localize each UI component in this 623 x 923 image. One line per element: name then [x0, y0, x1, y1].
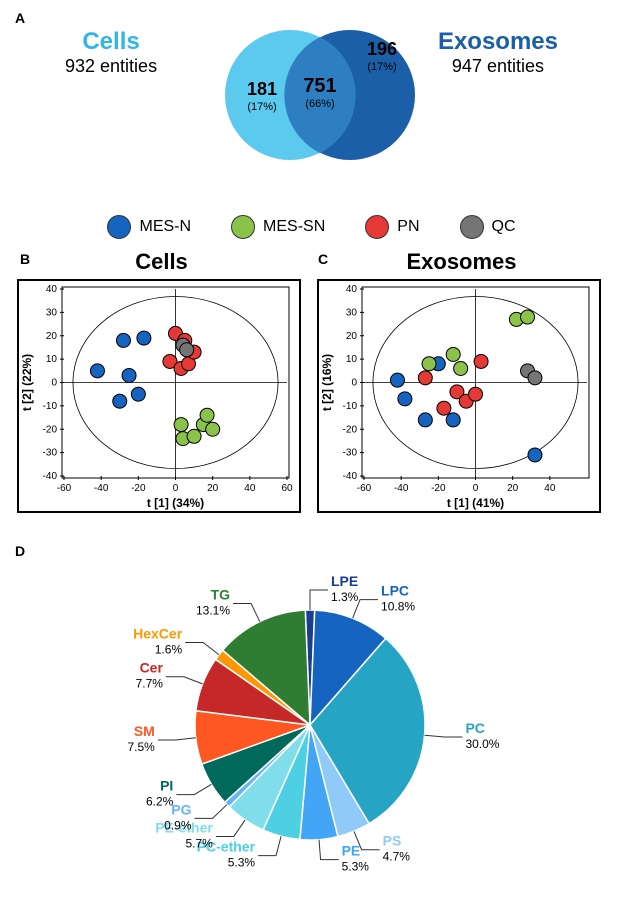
legend-item: PN	[365, 215, 419, 239]
svg-text:LPE: LPE	[331, 573, 358, 589]
svg-text:-10: -10	[342, 401, 357, 412]
legend-dot	[460, 215, 484, 239]
svg-text:1.3%: 1.3%	[331, 590, 359, 604]
svg-text:t [2] (16%): t [2] (16%)	[320, 354, 334, 411]
svg-text:PE: PE	[342, 843, 361, 859]
legend-dot	[107, 215, 131, 239]
svg-text:20: 20	[207, 483, 219, 494]
venn-svg: 181 (17%) 751 (66%) 196 (17%)	[210, 15, 430, 175]
svg-text:40: 40	[45, 284, 57, 295]
svg-text:-60: -60	[56, 483, 71, 494]
scatter-row: B Cells -60-40-200204060-40-30-20-100102…	[10, 249, 613, 518]
svg-text:5.7%: 5.7%	[185, 836, 213, 850]
exosomes-title: Exosomes	[438, 28, 558, 56]
scatter-c-svg: -60-40-2002040-40-30-20-10010203040t [1]…	[317, 279, 601, 513]
cells-count: 932 entities	[65, 56, 157, 77]
venn-mid-val: 751	[303, 75, 336, 97]
svg-text:0: 0	[351, 378, 357, 389]
svg-text:-40: -40	[393, 483, 408, 494]
svg-text:20: 20	[507, 483, 519, 494]
scatter-b-svg: -60-40-200204060-40-30-20-10010203040t […	[17, 279, 301, 513]
legend-label: MES-N	[139, 218, 191, 236]
exosomes-count: 947 entities	[438, 56, 558, 77]
svg-text:HexCer: HexCer	[133, 625, 183, 641]
legend-item: MES-SN	[231, 215, 325, 239]
legend-label: MES-SN	[263, 218, 325, 236]
scatter-legend: MES-N MES-SN PN QC	[10, 215, 613, 239]
svg-text:-20: -20	[42, 424, 57, 435]
legend-dot	[231, 215, 255, 239]
pie-svg: LPE1.3%LPC10.8%PC30.0%PS4.7%PE5.3%PC-eth…	[10, 545, 613, 895]
svg-text:13.1%: 13.1%	[196, 604, 230, 618]
legend-item: QC	[460, 215, 516, 239]
svg-text:0: 0	[472, 483, 478, 494]
svg-text:-20: -20	[431, 483, 446, 494]
svg-text:0.9%: 0.9%	[164, 818, 192, 832]
venn-left-pct: (17%)	[247, 101, 276, 113]
svg-text:PI: PI	[160, 778, 173, 794]
venn-right-pct: (17%)	[367, 61, 396, 73]
svg-text:-40: -40	[342, 471, 357, 482]
svg-text:7.7%: 7.7%	[136, 677, 164, 691]
svg-text:5.3%: 5.3%	[228, 856, 256, 870]
venn-diagram: Cells 932 entities Exosomes 947 entities…	[10, 10, 613, 190]
svg-text:0: 0	[51, 378, 57, 389]
svg-text:-10: -10	[42, 401, 57, 412]
panel-a: A Cells 932 entities Exosomes 947 entiti…	[10, 10, 613, 190]
cells-title: Cells	[65, 28, 157, 56]
svg-text:SM: SM	[134, 723, 155, 739]
svg-text:0: 0	[172, 483, 178, 494]
svg-text:30: 30	[45, 307, 57, 318]
svg-text:t [1] (34%): t [1] (34%)	[146, 496, 203, 510]
svg-text:6.2%: 6.2%	[146, 795, 174, 809]
svg-text:4.7%: 4.7%	[383, 850, 411, 864]
svg-text:10: 10	[45, 354, 57, 365]
legend-dot	[365, 215, 389, 239]
svg-text:-40: -40	[42, 471, 57, 482]
svg-text:PS: PS	[383, 833, 402, 849]
svg-text:-30: -30	[342, 448, 357, 459]
svg-text:LPC: LPC	[381, 583, 409, 599]
scatter-exosomes: Exosomes -60-40-2002040-40-30-20-1001020…	[317, 249, 607, 518]
svg-text:20: 20	[345, 331, 357, 342]
svg-text:PG: PG	[171, 801, 191, 817]
svg-text:t [2] (22%): t [2] (22%)	[20, 354, 34, 411]
venn-left-val: 181	[247, 79, 277, 99]
svg-text:PC: PC	[465, 720, 484, 736]
svg-text:1.6%: 1.6%	[155, 642, 183, 656]
svg-text:Cer: Cer	[140, 660, 164, 676]
svg-text:40: 40	[544, 483, 556, 494]
scatter-exosomes-title: Exosomes	[317, 249, 607, 275]
panel-d: D LPE1.3%LPC10.8%PC30.0%PS4.7%PE5.3%PC-e…	[10, 543, 613, 903]
scatter-cells: Cells -60-40-200204060-40-30-20-10010203…	[17, 249, 307, 518]
svg-text:30: 30	[345, 307, 357, 318]
svg-text:-30: -30	[42, 448, 57, 459]
svg-text:60: 60	[281, 483, 293, 494]
svg-text:t [1] (41%): t [1] (41%)	[446, 496, 503, 510]
svg-text:20: 20	[45, 331, 57, 342]
svg-text:-60: -60	[356, 483, 371, 494]
svg-text:10: 10	[345, 354, 357, 365]
exosomes-label-block: Exosomes 947 entities	[438, 28, 558, 77]
svg-text:10.8%: 10.8%	[381, 600, 415, 614]
svg-text:5.3%: 5.3%	[342, 860, 370, 874]
cells-label-block: Cells 932 entities	[65, 28, 157, 77]
legend-label: PN	[397, 218, 419, 236]
svg-text:-40: -40	[93, 483, 108, 494]
svg-text:30.0%: 30.0%	[465, 737, 499, 751]
svg-text:40: 40	[244, 483, 256, 494]
svg-text:-20: -20	[131, 483, 146, 494]
svg-text:40: 40	[345, 284, 357, 295]
legend-item: MES-N	[107, 215, 191, 239]
svg-text:TG: TG	[211, 587, 231, 603]
svg-text:-20: -20	[342, 424, 357, 435]
venn-right-val: 196	[367, 39, 397, 59]
legend-label: QC	[492, 218, 516, 236]
svg-text:7.5%: 7.5%	[127, 740, 155, 754]
venn-mid-pct: (66%)	[305, 98, 334, 110]
scatter-cells-title: Cells	[17, 249, 307, 275]
